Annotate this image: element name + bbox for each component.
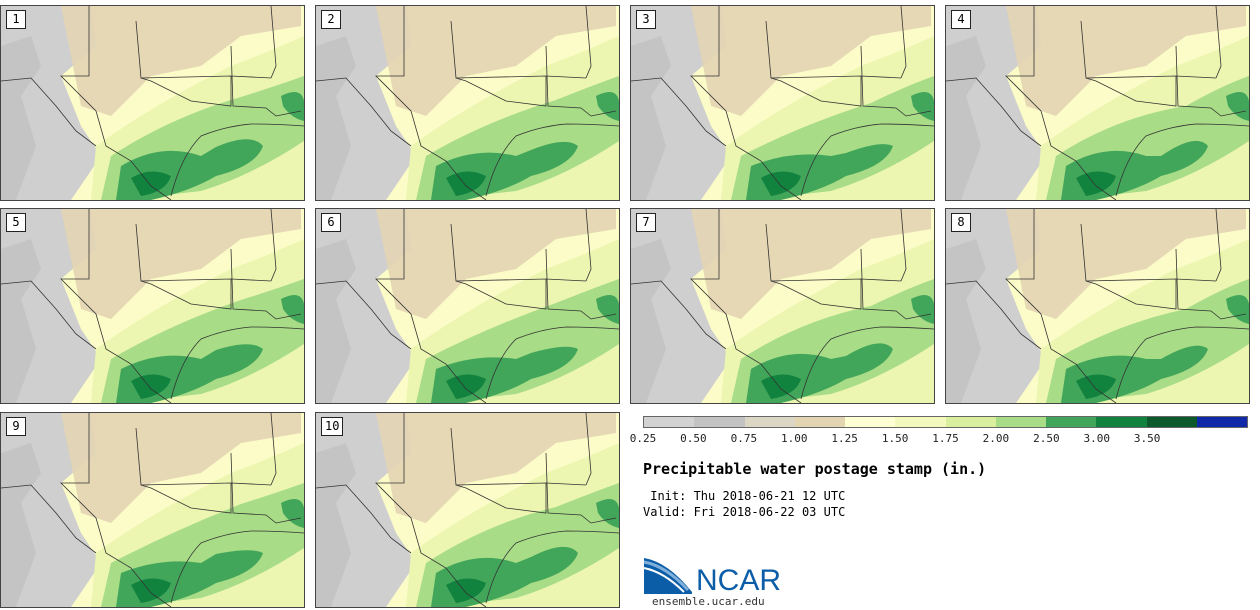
colorbar-tick-label: 3.50 [1133, 432, 1161, 445]
colorbar-segment [845, 417, 896, 427]
ncar-logo-text: NCAR [696, 564, 781, 596]
pw-map [316, 209, 619, 403]
colorbar-tick-label: 3.00 [1083, 432, 1111, 445]
panel-number-badge: 6 [321, 213, 341, 232]
map-panel: 2 [315, 5, 620, 201]
panel-number-badge: 2 [321, 10, 341, 29]
map-panel: 3 [630, 5, 935, 201]
panel-number-badge: 3 [636, 10, 656, 29]
pw-map [316, 6, 619, 200]
colorbar-tick-label: 1.50 [881, 432, 909, 445]
map-panel: 7 [630, 208, 935, 404]
colorbar-segment [794, 417, 845, 427]
colorbar-segment [1096, 417, 1147, 427]
init-time: Init: Thu 2018-06-21 12 UTC [643, 489, 846, 503]
panel-number-badge: 8 [951, 213, 971, 232]
pw-map [1, 413, 304, 607]
pw-map [631, 209, 934, 403]
colorbar-tick-label: 1.25 [831, 432, 858, 445]
map-panel: 1 [0, 5, 305, 201]
ncar-logo: NCAR [643, 558, 781, 596]
valid-time: Valid: Fri 2018-06-22 03 UTC [643, 505, 846, 519]
map-panel: 9 [0, 412, 305, 608]
colorbar-tick-label: 0.75 [730, 432, 758, 445]
pw-map [1, 6, 304, 200]
colorbar-tick-label: 2.00 [982, 432, 1010, 445]
colorbar-tick-label: 2.50 [1033, 432, 1060, 445]
site-url: ensemble.ucar.edu [652, 595, 765, 608]
panel-number-badge: 5 [6, 213, 26, 232]
colorbar-segment [644, 417, 695, 427]
map-panel: 5 [0, 208, 305, 404]
colorbar-tick-label: 0.50 [680, 432, 707, 445]
colorbar-segment [945, 417, 996, 427]
map-panel: 8 [945, 208, 1250, 404]
colorbar [643, 416, 1248, 428]
colorbar-segment [744, 417, 795, 427]
map-panel: 4 [945, 5, 1250, 201]
colorbar-tick-label: 1.75 [932, 432, 959, 445]
map-panel: 10 [315, 412, 620, 608]
colorbar-segment [1046, 417, 1097, 427]
colorbar-segment [895, 417, 946, 427]
panel-number-badge: 9 [6, 417, 26, 436]
panel-number-badge: 7 [636, 213, 656, 232]
pw-map [946, 209, 1249, 403]
panel-number-badge: 4 [951, 10, 971, 29]
chart-title: Precipitable water postage stamp (in.) [643, 460, 987, 478]
colorbar-tick-label: 0.25 [629, 432, 657, 445]
pw-map [946, 6, 1249, 200]
panel-number-badge: 1 [6, 10, 26, 29]
colorbar-segment [694, 417, 745, 427]
pw-map [631, 6, 934, 200]
map-panel: 6 [315, 208, 620, 404]
colorbar-segment [1196, 417, 1247, 427]
pw-map [316, 413, 619, 607]
pw-map [1, 209, 304, 403]
colorbar-segment [1146, 417, 1197, 427]
panel-number-badge: 10 [321, 417, 344, 436]
colorbar-tick-label: 1.00 [781, 432, 808, 445]
colorbar-segment [995, 417, 1046, 427]
